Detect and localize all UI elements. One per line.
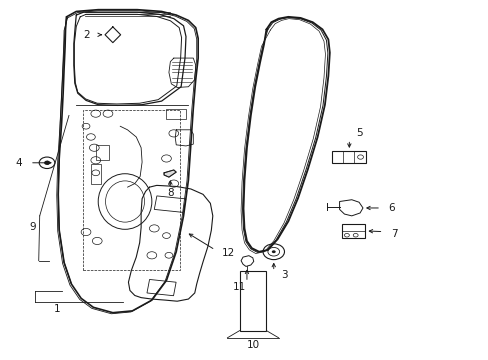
- Polygon shape: [241, 256, 253, 266]
- Text: 2: 2: [82, 30, 89, 40]
- Text: 3: 3: [281, 270, 287, 280]
- Text: 8: 8: [167, 188, 173, 198]
- Bar: [96, 145, 109, 160]
- Circle shape: [271, 250, 275, 253]
- Circle shape: [44, 161, 50, 165]
- Text: 10: 10: [246, 340, 259, 350]
- Text: 7: 7: [390, 229, 397, 239]
- Bar: [154, 196, 185, 212]
- Bar: [166, 109, 185, 119]
- Text: 12: 12: [221, 248, 234, 258]
- Bar: [331, 151, 366, 163]
- Text: 4: 4: [15, 158, 21, 168]
- Text: 9: 9: [29, 222, 36, 231]
- Text: 11: 11: [232, 282, 245, 292]
- Bar: [91, 164, 101, 184]
- Bar: [82, 110, 180, 270]
- Text: 5: 5: [355, 129, 362, 138]
- Bar: [341, 224, 365, 238]
- Bar: [239, 271, 266, 330]
- Polygon shape: [339, 200, 362, 216]
- Polygon shape: [163, 170, 176, 177]
- Text: 1: 1: [53, 304, 60, 314]
- Text: 6: 6: [387, 203, 394, 213]
- Bar: [147, 279, 176, 296]
